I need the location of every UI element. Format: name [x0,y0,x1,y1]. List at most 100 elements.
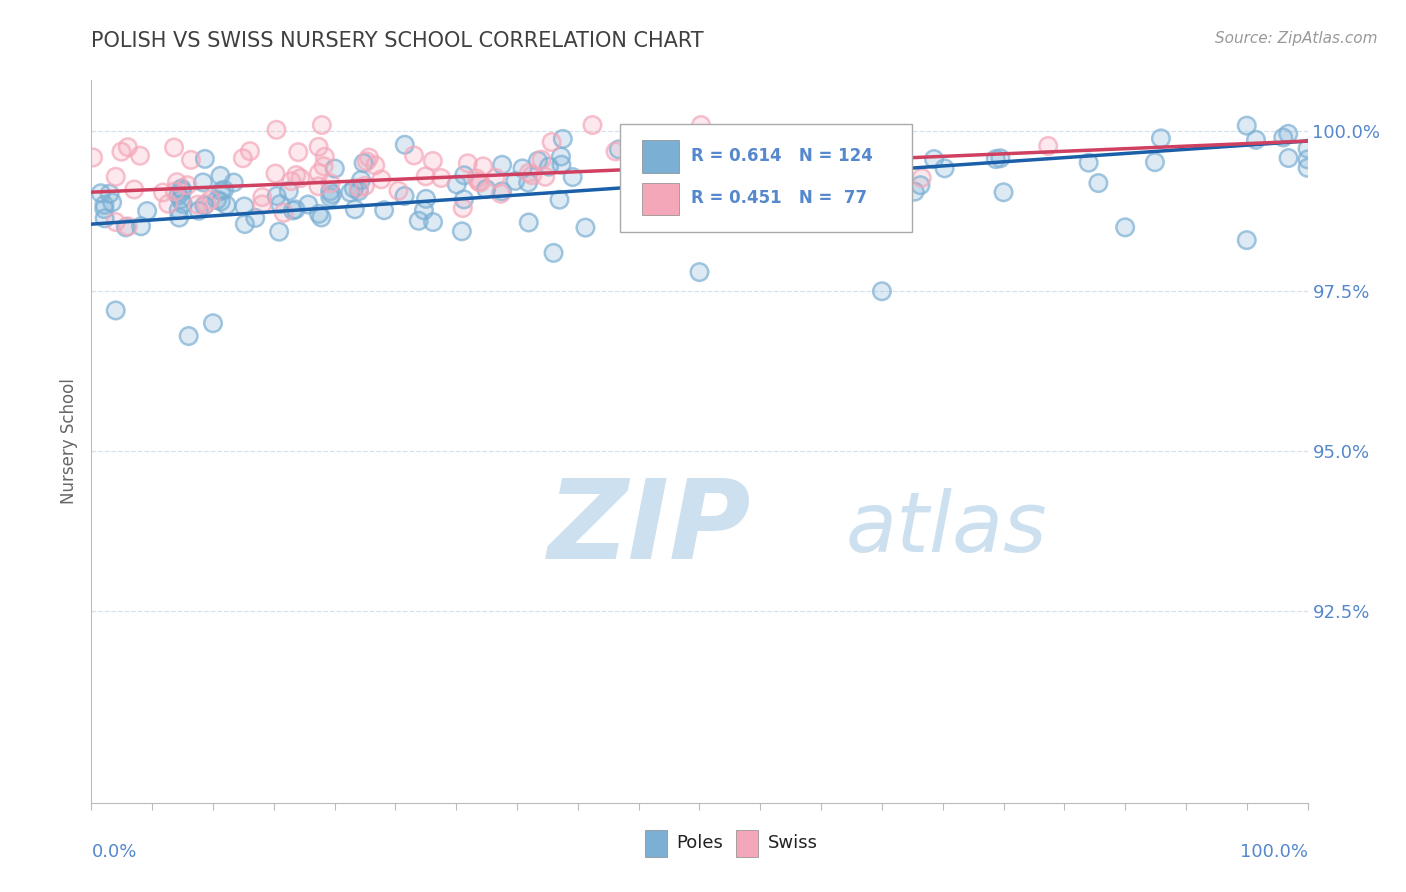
Point [737,160,759,174]
Point [117,219,139,234]
Point [250,197,273,211]
Point [163,185,186,199]
Point [453,193,475,207]
Point [167,188,190,202]
Point [167,188,190,202]
Point [870,159,893,173]
Point [339,186,361,200]
Point [347,184,370,198]
Point [607,142,630,156]
Point [387,184,409,198]
Point [408,214,430,228]
Point [319,190,342,204]
Point [170,192,193,206]
Point [290,171,312,186]
Point [180,153,202,167]
Point [820,153,842,168]
Point [415,169,437,184]
Point [205,193,228,207]
Point [735,153,758,168]
Point [561,170,583,185]
Point [934,161,956,176]
Point [550,158,572,172]
Text: 0.0%: 0.0% [91,843,136,861]
Point [347,181,370,195]
Point [848,170,870,185]
Point [222,176,245,190]
Point [356,154,378,169]
Point [319,176,342,190]
Point [394,137,416,152]
Point [628,141,651,155]
Point [93,202,115,216]
Point [657,161,679,176]
Point [343,202,366,217]
Point [252,190,274,204]
Point [451,224,474,238]
Point [633,171,655,186]
Point [129,149,152,163]
Point [209,169,232,183]
Point [530,153,553,167]
Point [167,202,190,217]
Point [205,193,228,207]
Point [543,246,565,260]
Point [858,134,880,148]
Point [172,197,194,211]
Point [82,151,104,165]
Point [800,166,823,180]
Point [104,303,127,318]
Point [512,161,534,176]
Point [769,194,792,209]
Point [269,197,291,211]
Point [422,215,444,229]
Point [527,153,550,168]
Point [232,151,254,165]
Point [1296,161,1319,175]
Point [1296,161,1319,175]
Point [1077,155,1099,169]
Text: POLISH VS SWISS NURSERY SCHOOL CORRELATION CHART: POLISH VS SWISS NURSERY SCHOOL CORRELATI… [91,31,704,51]
Point [548,193,571,207]
Point [818,165,841,179]
Point [290,171,312,186]
Point [910,178,932,193]
Point [422,215,444,229]
Point [682,151,704,165]
Point [984,152,1007,166]
Point [245,211,267,225]
Point [695,153,717,168]
Point [430,171,453,186]
Point [446,178,468,192]
FancyBboxPatch shape [620,124,912,232]
Point [1296,153,1319,167]
Point [353,156,375,170]
Point [470,176,492,190]
Point [266,123,288,137]
Point [475,182,498,196]
Point [451,224,474,238]
Point [859,141,882,155]
Point [312,159,335,173]
Point [627,164,650,178]
Point [890,176,912,190]
Point [166,175,188,189]
Point [820,153,842,168]
Point [818,165,841,179]
Point [1277,127,1299,141]
Point [904,185,927,199]
Point [311,211,333,225]
Point [191,176,214,190]
Point [323,161,346,176]
Point [202,316,225,330]
Point [172,184,194,198]
Point [730,163,752,178]
Point [104,169,127,184]
Point [548,193,571,207]
Point [350,173,373,187]
Point [550,150,572,164]
Point [98,186,121,201]
Point [491,158,513,172]
Point [353,156,375,170]
Point [273,206,295,220]
